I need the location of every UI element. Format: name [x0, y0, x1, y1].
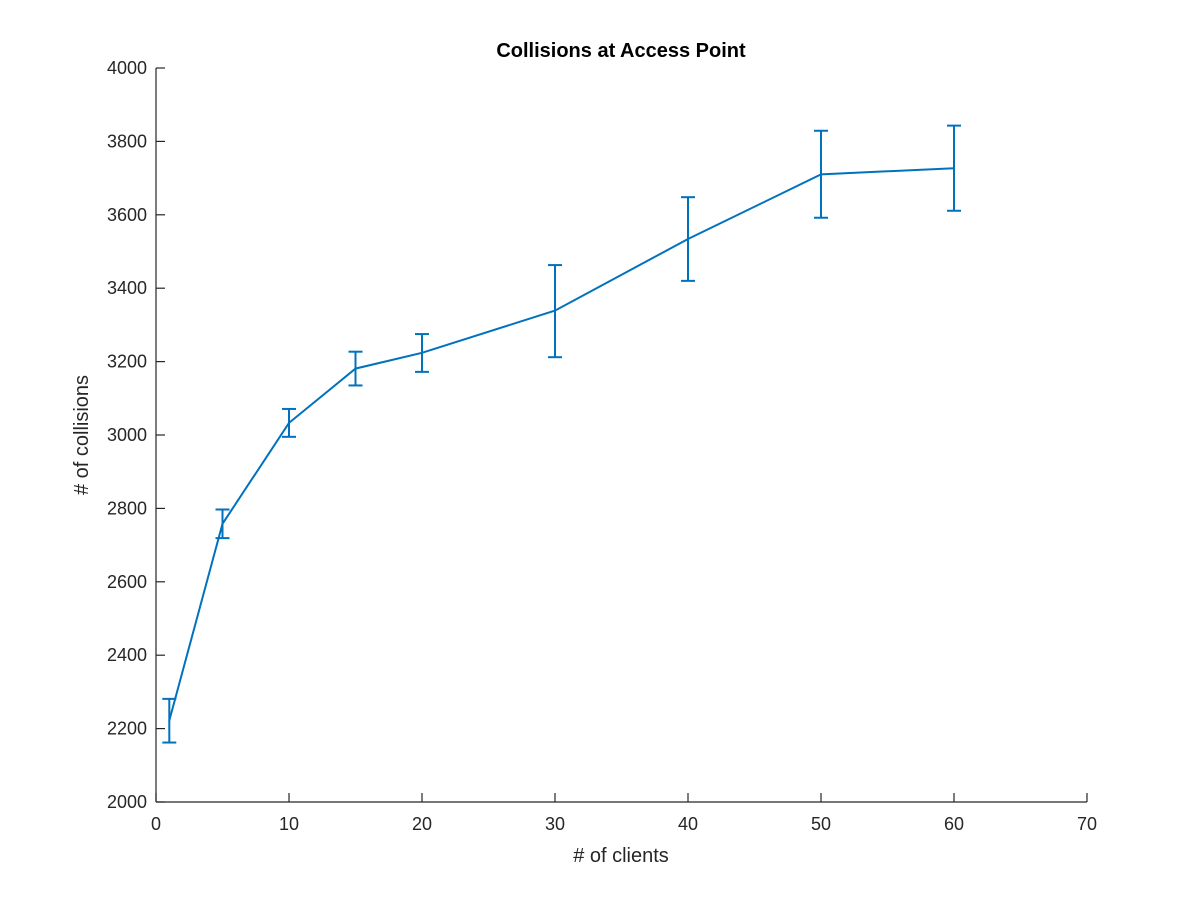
y-tick-label: 4000 — [107, 58, 147, 78]
x-tick-label: 30 — [545, 814, 565, 834]
y-tick-label: 2800 — [107, 498, 147, 518]
y-tick-label: 2400 — [107, 645, 147, 665]
x-axis-title: # of clients — [573, 845, 669, 867]
x-tick-label: 70 — [1077, 814, 1097, 834]
x-tick-label: 60 — [944, 814, 964, 834]
y-tick-label: 3800 — [107, 131, 147, 151]
y-axis-title: # of collisions — [71, 375, 93, 495]
x-tick-label: 10 — [279, 814, 299, 834]
plot-area — [162, 124, 961, 744]
y-tick-label: 2600 — [107, 572, 147, 592]
y-tick-label: 3000 — [107, 425, 147, 445]
x-tick-label: 0 — [151, 814, 161, 834]
axes: 0 10 20 30 40 50 60 70 2000 2200 2400 2600 2800 3000 3… — [107, 58, 1097, 834]
y-tick-label: 3600 — [107, 205, 147, 225]
x-tick-label: 50 — [811, 814, 831, 834]
y-tick-label: 2200 — [107, 719, 147, 739]
y-tick-label: 3200 — [107, 352, 147, 372]
y-tick-label: 3400 — [107, 278, 147, 298]
y-tick-label: 2000 — [107, 792, 147, 812]
x-tick-label: 20 — [412, 814, 432, 834]
x-tick-label: 40 — [678, 814, 698, 834]
chart-title: Collisions at Access Point — [496, 40, 746, 62]
series-line — [168, 167, 955, 721]
